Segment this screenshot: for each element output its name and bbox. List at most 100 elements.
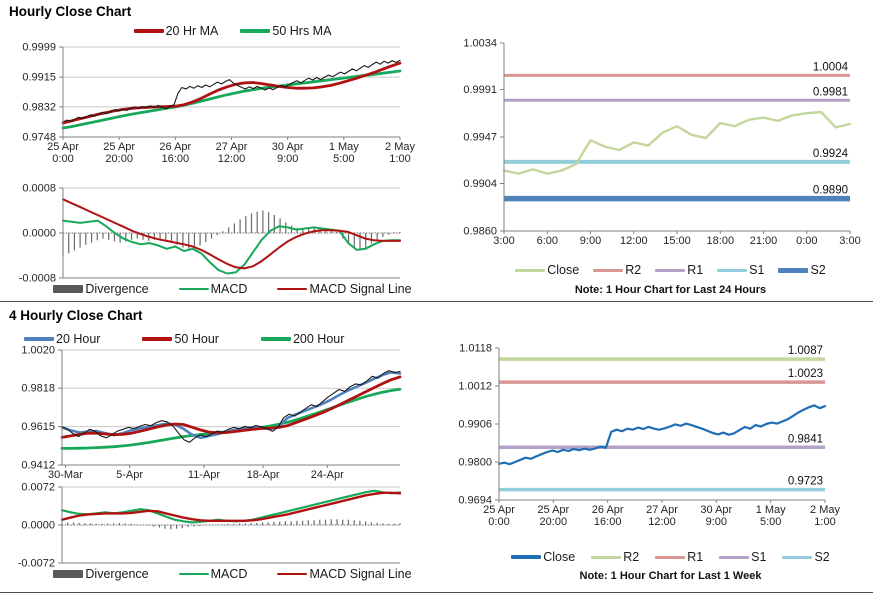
legend-label: MACD xyxy=(210,567,248,581)
y-tick-label: 0.9832 xyxy=(22,101,56,113)
y-tick-label: 0.0000 xyxy=(21,520,55,532)
x-tick-label: 27 Apr 12:00 xyxy=(216,141,248,165)
x-tick-line: 24-Apr xyxy=(311,469,344,481)
x-tick-label: 6:00 xyxy=(537,235,558,247)
x-tick-line: 5:00 xyxy=(333,153,354,165)
y-tick-label: 0.9915 xyxy=(22,72,56,84)
series-50-hrs-ma xyxy=(61,69,402,130)
legend-label: MACD Signal Line xyxy=(309,567,412,581)
legend-item-r2: R2 xyxy=(591,550,639,564)
x-tick-line: 30 Apr xyxy=(700,504,732,516)
legend-4hourly-price: 20 Hour 50 Hour 200 Hour xyxy=(24,332,404,346)
y-tick-label: 0.0000 xyxy=(22,228,56,240)
legend-swatch-icon xyxy=(511,555,542,559)
legend-label: S2 xyxy=(814,550,830,564)
x-tick-line: 26 Apr xyxy=(159,141,191,153)
x-tick-label: 3:00 xyxy=(493,235,514,247)
legend-swatch-icon xyxy=(277,287,308,291)
pivot-label-s2: 0.9723 xyxy=(788,476,823,488)
hourly-pivots-chart: 1.0004 0.9981 0.9924 0.9890 1.0034 0.9991 0.99… xyxy=(463,38,860,248)
section-hourly-close: Hourly Close Chart 20 Hr MA 50 Hrs MA 0.9… xyxy=(0,4,873,302)
y-tick-label: -0.0072 xyxy=(18,558,55,569)
y-tick-label: 1.0020 xyxy=(21,345,55,357)
y-tick-label: 0.9991 xyxy=(463,84,497,96)
legend-item-50-hrs-ma: 50 Hrs MA xyxy=(240,24,331,38)
legend-4hourly-macd: Divergence MACD MACD Signal Line xyxy=(53,567,412,581)
x-tick-label: 26 Apr 16:00 xyxy=(159,141,191,165)
legend-swatch-icon xyxy=(133,29,164,33)
legend-swatch-icon xyxy=(782,555,813,559)
legend-label: 20 Hr MA xyxy=(165,24,219,38)
series-50-hour-ma xyxy=(60,375,402,439)
x-tick-line: 1:00 xyxy=(389,153,410,165)
series-close xyxy=(502,110,852,175)
x-tick-label: 1 May 5:00 xyxy=(756,504,786,528)
legend-swatch-icon xyxy=(260,337,291,341)
legend-swatch-icon xyxy=(655,555,686,559)
x-tick-label: 12:00 xyxy=(620,235,648,247)
x-tick-label: 1 May 5:00 xyxy=(329,141,359,165)
x-tick-line: 1 May xyxy=(756,504,786,516)
y-tick-label: 1.0034 xyxy=(463,38,497,50)
y-tick-label: 0.0008 xyxy=(22,183,56,195)
x-tick-line: 2 May xyxy=(385,141,415,153)
x-tick-line: 5-Apr xyxy=(116,469,143,481)
x-tick-line: 21:00 xyxy=(750,235,778,247)
series-macd xyxy=(60,489,402,524)
pivot-label-s1: 0.9924 xyxy=(813,148,849,160)
legend-item-macd: MACD xyxy=(178,567,248,581)
y-tick-label: 0.9748 xyxy=(22,132,56,144)
legend-label: 20 Hour xyxy=(56,332,101,346)
x-tick-line: 5:00 xyxy=(760,516,781,528)
x-tick-label: 5-Apr xyxy=(116,469,143,481)
pivot-label-r1: 0.9981 xyxy=(813,86,848,98)
x-tick-label: 26 Apr 16:00 xyxy=(592,504,624,528)
series-macd-signal xyxy=(62,198,401,270)
series-200-hour-ma xyxy=(60,387,402,450)
pivot-label-r2: 1.0004 xyxy=(813,61,849,73)
legend-item-r1: R1 xyxy=(655,550,703,564)
x-tick-label: 15:00 xyxy=(663,235,691,247)
x-tick-line: 15:00 xyxy=(663,235,691,247)
x-tick-line: 18-Apr xyxy=(247,469,280,481)
legend-item-macd-signal-line: MACD Signal Line xyxy=(277,567,412,581)
x-tick-line: 25 Apr xyxy=(103,141,135,153)
x-tick-line: 12:00 xyxy=(620,235,648,247)
legend-swatch-icon xyxy=(178,287,209,291)
x-tick-line: 6:00 xyxy=(537,235,558,247)
x-tick-line: 16:00 xyxy=(594,516,622,528)
y-tick-label: 0.9694 xyxy=(458,495,492,507)
hourly-macd-chart: 0.0008 0.0000 -0.0008 xyxy=(19,183,401,283)
x-tick-label: 25 Apr 20:00 xyxy=(537,504,569,528)
legend-hourly-macd: Divergence MACD MACD Signal Line xyxy=(53,282,412,296)
legend-label: Divergence xyxy=(85,282,149,296)
y-tick-label: 0.9947 xyxy=(463,132,497,144)
x-tick-label: 18-Apr xyxy=(247,469,280,481)
x-tick-line: 9:00 xyxy=(706,516,727,528)
x-tick-line: 30 Apr xyxy=(272,141,304,153)
x-tick-label: 2 May 1:00 xyxy=(385,141,415,165)
pivot-label-r2: 1.0087 xyxy=(788,345,823,357)
y-tick-label: -0.0008 xyxy=(19,273,56,283)
y-tick-label: 0.9800 xyxy=(458,457,492,469)
x-tick-label: 25 Apr 0:00 xyxy=(483,504,515,528)
legend-item-macd: MACD xyxy=(178,282,247,296)
legend-swatch-icon xyxy=(591,555,622,559)
x-tick-line: 0:00 xyxy=(796,235,817,247)
x-tick-label: 27 Apr 12:00 xyxy=(646,504,678,528)
legend-label: MACD Signal Line xyxy=(309,282,412,296)
x-tick-line: 27 Apr xyxy=(216,141,248,153)
x-tick-line: 12:00 xyxy=(648,516,676,528)
y-tick-label: 0.0072 xyxy=(21,482,55,494)
legend-swatch-icon xyxy=(53,285,84,293)
legend-label: 50 Hrs MA xyxy=(272,24,332,38)
legend-swatch-icon xyxy=(593,268,624,272)
x-tick-line: 3:00 xyxy=(839,235,860,247)
legend-swatch-icon xyxy=(717,268,748,272)
legend-item-s2: S2 xyxy=(778,263,826,277)
x-tick-line: 27 Apr xyxy=(646,504,678,516)
x-tick-line: 30-Mar xyxy=(48,469,83,481)
pivot-label-s1: 0.9841 xyxy=(788,433,823,445)
section-title-hourly: Hourly Close Chart xyxy=(9,4,132,19)
